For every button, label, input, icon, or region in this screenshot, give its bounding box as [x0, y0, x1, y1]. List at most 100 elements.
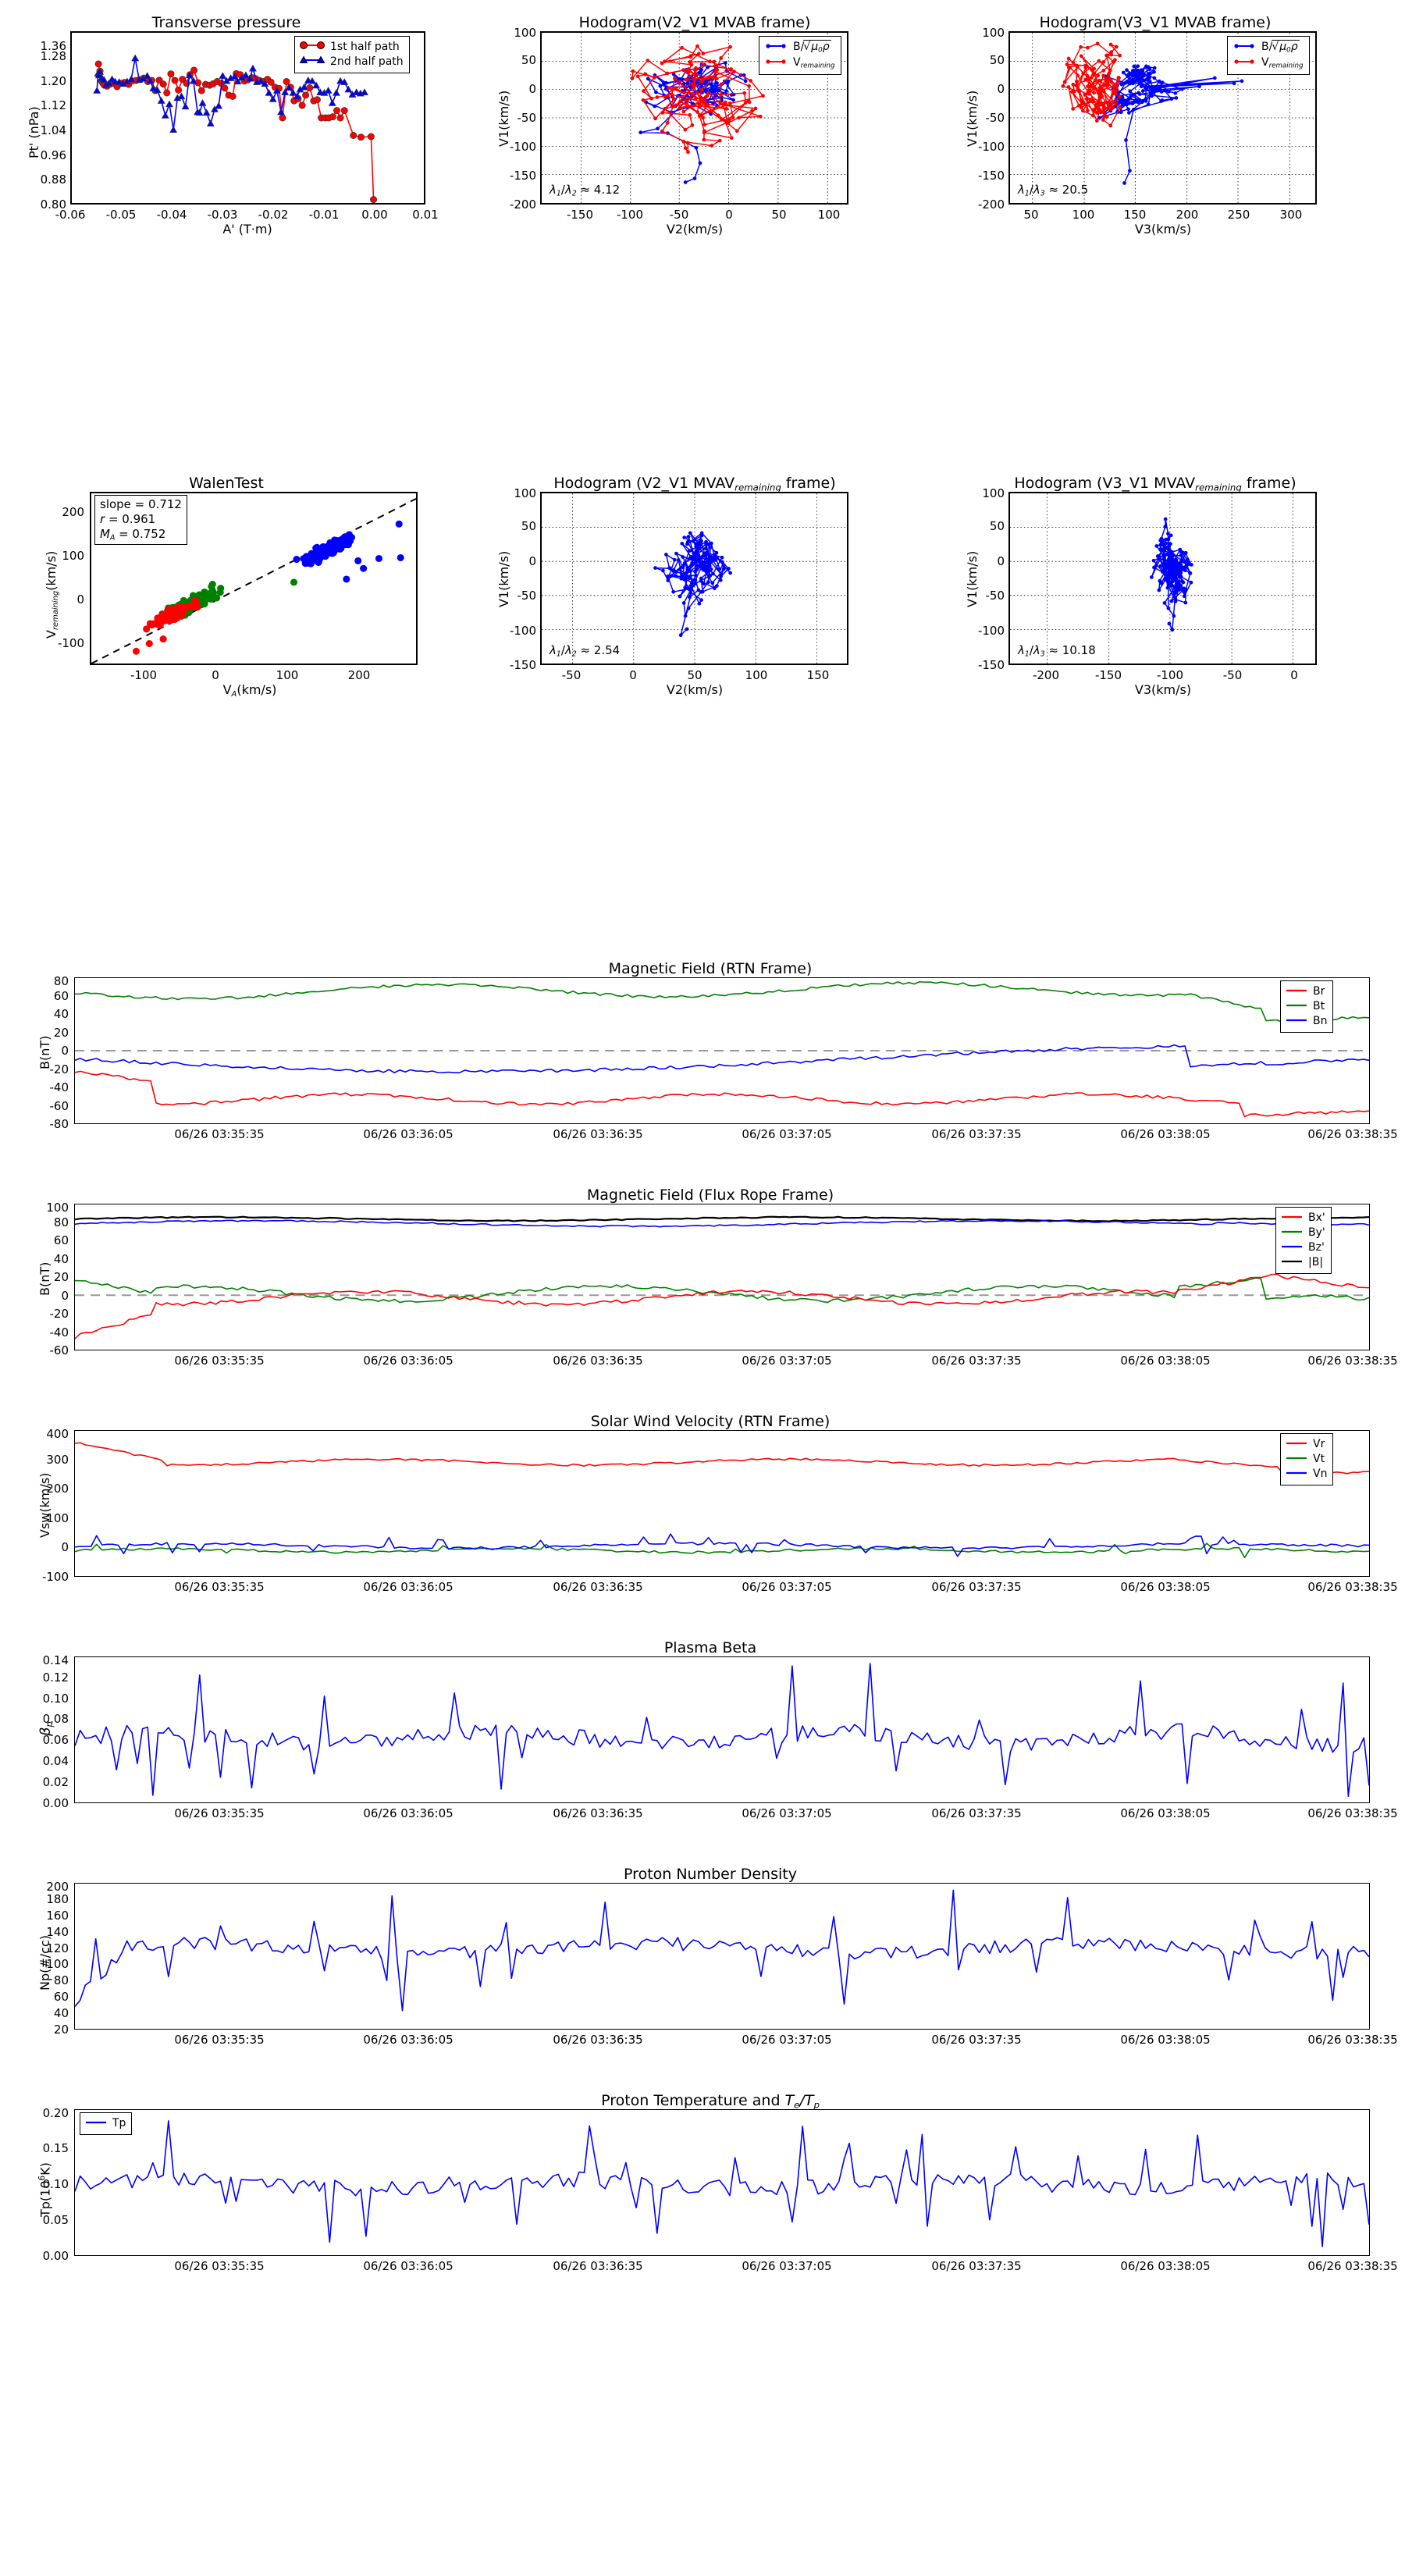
ytick: -150 [509, 658, 536, 672]
panel-proton-temperature: Proton Temperature and Te/Tp 0.00 0.05 0… [31, 2092, 1398, 2303]
hodogram-v3v1-mvav-plot [1010, 493, 1315, 664]
legend-row: Vt [1285, 1452, 1327, 1467]
ytick: 300 [46, 1452, 69, 1467]
plot-area-hodogram-v3v1-mvav [1008, 492, 1317, 665]
ytick: 50 [989, 53, 1005, 67]
xtick: 250 [1227, 208, 1250, 222]
ytick: 20 [53, 1025, 69, 1040]
y-axis-label: B(nT) [37, 1035, 52, 1069]
panel-title: Hodogram(V3_V1 MVAB frame) [1039, 14, 1272, 31]
ytick: 1.04 [40, 123, 66, 137]
panel-title: Hodogram (V3_V1 MVAVremaining frame) [937, 475, 1374, 493]
xtick-time: 06/26 03:36:05 [363, 2259, 454, 2273]
ytick: -60 [49, 1343, 69, 1357]
y-axis-label: V1(km/s) [965, 550, 980, 607]
ytick: 400 [46, 1427, 69, 1441]
legend-marker-blue-line [763, 41, 788, 55]
xtick: -50 [561, 668, 582, 682]
eigenvalue-ratio-annotation: λ1/λ3 ≈ 10.18 [1018, 643, 1096, 659]
legend-swatch-br [1285, 984, 1308, 999]
walen-test-plot [91, 497, 416, 664]
ytick: -50 [985, 111, 1005, 125]
xtick-time: 06/26 03:35:35 [174, 1127, 265, 1141]
ytick: 60 [53, 1233, 69, 1247]
ytick: 20 [53, 1270, 69, 1284]
panel-hodogram-v3v1-mvab: Hodogram(V3_V1 MVAB frame) -200 -150 -10… [952, 14, 1389, 237]
legend-swatch-vr [1285, 1437, 1308, 1452]
magnetic-field-rtn-plot [75, 980, 1369, 1118]
ytick: 0.08 [42, 1712, 69, 1727]
xtick-time: 06/26 03:35:35 [174, 1354, 265, 1368]
xtick: -0.06 [55, 208, 86, 222]
xtick-time: 06/26 03:37:35 [931, 2033, 1022, 2047]
legend-row: Bx' [1280, 1211, 1325, 1226]
ytick: 180 [46, 1891, 69, 1906]
legend-row: Vremaining [1232, 55, 1304, 71]
legend-label-b-alfven: B/√μ0ρ [1261, 40, 1300, 55]
eigenvalue-ratio-annotation: λ1/λ2 ≈ 2.54 [550, 643, 621, 659]
xtick-time: 06/26 03:37:35 [931, 2259, 1022, 2273]
ytick: -100 [509, 623, 536, 638]
xtick: 150 [1123, 208, 1147, 222]
y-axis-label: Vremaining(km/s) [44, 550, 60, 639]
ytick: 80 [53, 974, 69, 988]
panel-magnetic-field-flux-rope: Magnetic Field (Flux Rope Frame) -60 -40… [31, 1187, 1398, 1389]
panel-title: Magnetic Field (RTN Frame) [608, 960, 813, 977]
ytick: 0.15 [42, 2141, 69, 2155]
ytick: 40 [53, 1007, 69, 1021]
xtick: 50 [687, 668, 702, 682]
ytick: -100 [41, 1570, 69, 1584]
plot-area-proton-temperature [74, 2109, 1370, 2256]
proton-temperature-plot [75, 2120, 1369, 2247]
ytick: 100 [982, 486, 1005, 500]
legend-label: Bt [1313, 999, 1325, 1012]
ytick: 0.12 [42, 1670, 69, 1685]
y-axis-label: B(nT) [37, 1261, 52, 1296]
panel-proton-number-density: Proton Number Density 20 40 60 80 100 12… [31, 1866, 1398, 2069]
eigenvalue-ratio-annotation: λ1/λ2 ≈ 4.12 [550, 183, 621, 198]
y-axis-label: V1(km/s) [965, 90, 980, 147]
hodogram-v2v1-mvav-plot [542, 493, 847, 664]
panel-hodogram-v2v1-mvav: Hodogram (V2_V1 MVAVremaining frame) -15… [484, 475, 905, 697]
ytick: 140 [46, 1924, 69, 1939]
panel-title: Hodogram (V2_V1 MVAVremaining frame) [484, 475, 905, 493]
xtick-time: 06/26 03:36:35 [553, 2259, 643, 2273]
legend-row: B/√μ0ρ [763, 40, 835, 55]
y-axis-label: Vsw(km/s) [37, 1472, 52, 1538]
legend-row: Bz' [1280, 1240, 1325, 1255]
xtick-time: 06/26 03:38:05 [1120, 1580, 1211, 1594]
legend-label: Vn [1313, 1467, 1328, 1480]
ytick: 200 [62, 505, 84, 519]
legend-solar-wind-velocity: Vr Vt Vn [1280, 1433, 1334, 1485]
panel-title-text: Proton Temperature and [601, 2092, 785, 2109]
xtick: -0.05 [105, 208, 137, 222]
xtick-time: 06/26 03:38:35 [1307, 1806, 1398, 1820]
ytick: -150 [977, 658, 1005, 672]
xtick-time: 06/26 03:37:05 [742, 1127, 832, 1141]
proton-number-density-plot [75, 1889, 1369, 2012]
xtick-time: 06/26 03:36:35 [553, 1580, 643, 1594]
xtick-time: 06/26 03:38:35 [1307, 2033, 1398, 2047]
plot-area-magnetic-field-rtn [74, 977, 1370, 1124]
panel-transverse-pressure: Transverse pressure 0.80 0.88 0.96 1.04 … [16, 14, 439, 237]
xtick-time: 06/26 03:36:05 [363, 1806, 454, 1820]
ytick: 100 [982, 26, 1005, 40]
xtick: 100 [276, 668, 299, 682]
panel-hodogram-v2v1-mvab: Hodogram(V2_V1 MVAB frame) -200 -150 -10… [484, 14, 905, 237]
legend-label: Vt [1313, 1452, 1325, 1465]
ytick: -20 [49, 1062, 69, 1076]
ytick: 20 [53, 2023, 69, 2037]
panel-title: Magnetic Field (Flux Rope Frame) [586, 1187, 834, 1204]
plot-area-plasma-beta [74, 1656, 1370, 1803]
xtick-time: 06/26 03:36:35 [553, 2033, 643, 2047]
legend-marker-circle [299, 40, 325, 55]
ytick: 0 [528, 553, 536, 568]
walen-ma: MA = 0.752 [100, 526, 166, 543]
ytick: 0.10 [42, 2177, 69, 2191]
ytick: 0.05 [42, 2213, 69, 2227]
ytick: 0 [61, 1288, 69, 1303]
y-axis-label: βp [37, 1721, 55, 1736]
legend-hodogram-v2v1-mvab: B/√μ0ρ Vremaining [759, 36, 841, 76]
legend-label: 1st half path [330, 41, 400, 53]
panel-title-math: Te/Tp [784, 2092, 820, 2111]
